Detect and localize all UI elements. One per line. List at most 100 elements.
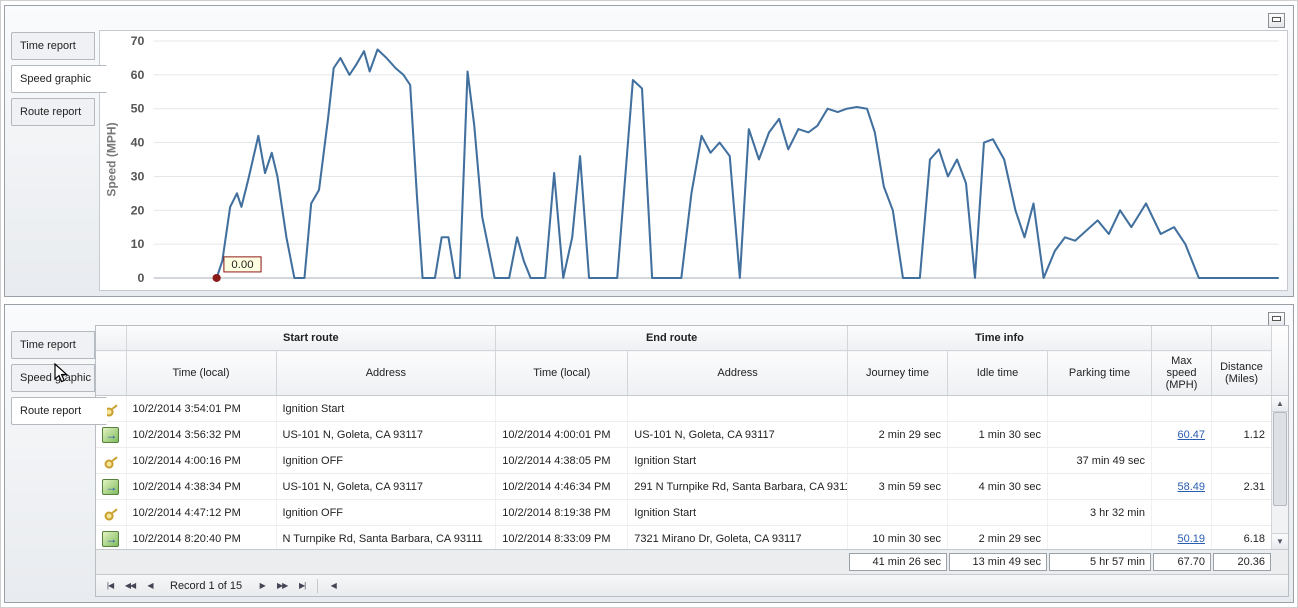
max-speed-link[interactable]: 50.19: [1177, 532, 1205, 545]
cell-distance: 1.12: [1211, 421, 1272, 448]
summary-journey-time: 41 min 26 sec: [849, 553, 947, 571]
max-speed-link[interactable]: 58.49: [1177, 480, 1205, 493]
cell-end-time: 10/2/2014 4:00:01 PM: [495, 421, 629, 448]
column-header-start-time[interactable]: Time (local): [126, 350, 277, 395]
column-header-end-time[interactable]: Time (local): [495, 350, 629, 395]
speed-graphic-panel: Time report Speed graphic Route report 0…: [4, 5, 1294, 297]
table-row[interactable]: 10/2/2014 4:47:12 PM Ignition OFF 10/2/2…: [96, 499, 1272, 526]
tab-time-report[interactable]: Time report: [11, 32, 95, 60]
grid-body: 10/2/2014 3:54:01 PM Ignition Start 10/2…: [96, 396, 1288, 549]
summary-max-speed: 67.70: [1153, 553, 1211, 571]
column-header-start-address[interactable]: Address: [276, 350, 497, 395]
speed-chart-area[interactable]: 0 10 20 30 40 50 60 70 Speed (MPH) 0.00: [99, 30, 1288, 291]
summary-parking-time: 5 hr 57 min: [1049, 553, 1151, 571]
table-row[interactable]: 10/2/2014 8:20:40 PM N Turnpike Rd, Sant…: [96, 525, 1272, 549]
group-header-time-info[interactable]: Time info: [847, 326, 1153, 351]
cell-start-address: Ignition Start: [276, 396, 497, 422]
svg-text:20: 20: [131, 203, 145, 217]
prev-page-button[interactable]: ◀◀: [124, 581, 136, 590]
cell-distance: [1211, 499, 1272, 526]
column-header-distance[interactable]: Distance (Miles): [1211, 350, 1272, 395]
cell-journey-time: 3 min 59 sec: [847, 473, 948, 500]
group-header-empty: [1211, 326, 1272, 351]
summary-row: 41 min 26 sec 13 min 49 sec 5 hr 57 min …: [96, 549, 1288, 574]
scroll-down-button[interactable]: ▼: [1272, 533, 1288, 549]
cell-idle-time: 4 min 30 sec: [947, 473, 1048, 500]
group-header-empty: [1151, 326, 1212, 351]
cell-idle-time: [947, 499, 1048, 526]
tab-time-report[interactable]: Time report: [11, 331, 95, 359]
cell-journey-time: [847, 499, 948, 526]
svg-text:10: 10: [131, 237, 145, 251]
cell-end-address: 7321 Mirano Dr, Goleta, CA 93117: [627, 525, 848, 549]
collapse-button[interactable]: [1268, 13, 1285, 28]
tab-speed-graphic[interactable]: Speed graphic: [11, 364, 95, 392]
column-header-max-speed[interactable]: Max speed (MPH): [1151, 350, 1212, 395]
cell-parking-time: [1047, 421, 1152, 448]
speed-chart[interactable]: 0 10 20 30 40 50 60 70 Speed (MPH) 0.00: [100, 31, 1287, 290]
cell-distance: [1211, 447, 1272, 474]
svg-text:30: 30: [131, 170, 145, 184]
row-type-icon: [102, 530, 120, 547]
report-tabstrip: Time report Speed graphic Route report: [11, 32, 107, 131]
cell-parking-time: [1047, 525, 1152, 549]
cell-start-address: Ignition OFF: [276, 447, 497, 474]
column-header-idle-time[interactable]: Idle time: [947, 350, 1048, 395]
cell-idle-time: [947, 396, 1048, 422]
column-header-parking-time[interactable]: Parking time: [1047, 350, 1153, 395]
table-row[interactable]: 10/2/2014 4:38:34 PM US-101 N, Goleta, C…: [96, 473, 1272, 500]
cell-distance: 2.31: [1211, 473, 1272, 500]
cell-start-address: US-101 N, Goleta, CA 93117: [276, 421, 497, 448]
record-navigator: |◀ ◀◀ ◀ Record 1 of 15 ▶ ▶▶ ▶| ◀: [96, 574, 1288, 596]
max-speed-link[interactable]: 60.47: [1177, 428, 1205, 441]
hscroll-left-button[interactable]: ◀: [330, 581, 337, 590]
cell-start-time: 10/2/2014 3:56:32 PM: [126, 421, 277, 448]
cell-start-time: 10/2/2014 4:00:16 PM: [126, 447, 277, 474]
tab-speed-graphic[interactable]: Speed graphic: [11, 65, 107, 93]
column-header-journey-time[interactable]: Journey time: [847, 350, 948, 395]
cell-start-address: N Turnpike Rd, Santa Barbara, CA 93111: [276, 525, 497, 549]
cell-end-address: [627, 396, 848, 422]
cell-distance: [1211, 396, 1272, 422]
table-row[interactable]: 10/2/2014 3:54:01 PM Ignition Start: [96, 396, 1272, 422]
cell-journey-time: [847, 447, 948, 474]
table-row[interactable]: 10/2/2014 3:56:32 PM US-101 N, Goleta, C…: [96, 421, 1272, 448]
cell-end-time: 10/2/2014 8:33:09 PM: [495, 525, 629, 549]
scroll-up-button[interactable]: ▲: [1272, 396, 1288, 412]
group-header-start-route[interactable]: Start route: [126, 326, 497, 351]
navigator-separator: [317, 578, 319, 593]
vertical-scrollbar[interactable]: ▲ ▼: [1271, 396, 1288, 549]
next-record-button[interactable]: ▶: [259, 581, 266, 590]
last-record-button[interactable]: ▶|: [299, 581, 306, 590]
cell-parking-time: 37 min 49 sec: [1047, 447, 1152, 474]
cell-parking-time: [1047, 396, 1152, 422]
svg-text:0.00: 0.00: [231, 259, 253, 271]
cell-parking-time: 3 hr 32 min: [1047, 499, 1152, 526]
cell-start-address: Ignition OFF: [276, 499, 497, 526]
cell-start-address: US-101 N, Goleta, CA 93117: [276, 473, 497, 500]
cell-idle-time: [947, 447, 1048, 474]
cell-end-address: US-101 N, Goleta, CA 93117: [627, 421, 848, 448]
row-type-icon: [102, 478, 120, 495]
row-type-icon: [99, 501, 122, 524]
scrollbar-thumb[interactable]: [1273, 412, 1287, 506]
cell-end-time: 10/2/2014 4:38:05 PM: [495, 447, 629, 474]
cell-end-address: Ignition Start: [627, 447, 848, 474]
first-record-button[interactable]: |◀: [106, 581, 114, 590]
tab-route-report[interactable]: Route report: [11, 98, 95, 126]
table-row[interactable]: 10/2/2014 4:00:16 PM Ignition OFF 10/2/2…: [96, 447, 1272, 474]
next-page-button[interactable]: ▶▶: [277, 581, 288, 590]
svg-text:0: 0: [137, 271, 144, 285]
prev-record-button[interactable]: ◀: [147, 581, 153, 590]
cell-end-time: 10/2/2014 4:46:34 PM: [495, 473, 629, 500]
grid-header: Start route End route Time info Time (lo…: [96, 326, 1288, 396]
cell-journey-time: 2 min 29 sec: [847, 421, 948, 448]
column-header-end-address[interactable]: Address: [627, 350, 848, 395]
cell-idle-time: 1 min 30 sec: [947, 421, 1048, 448]
tab-route-report[interactable]: Route report: [11, 397, 107, 425]
column-header-icon: [96, 350, 127, 395]
cell-parking-time: [1047, 473, 1152, 500]
group-header-end-route[interactable]: End route: [495, 326, 848, 351]
cell-distance: 6.18: [1211, 525, 1272, 549]
cell-end-time: 10/2/2014 8:19:38 PM: [495, 499, 629, 526]
